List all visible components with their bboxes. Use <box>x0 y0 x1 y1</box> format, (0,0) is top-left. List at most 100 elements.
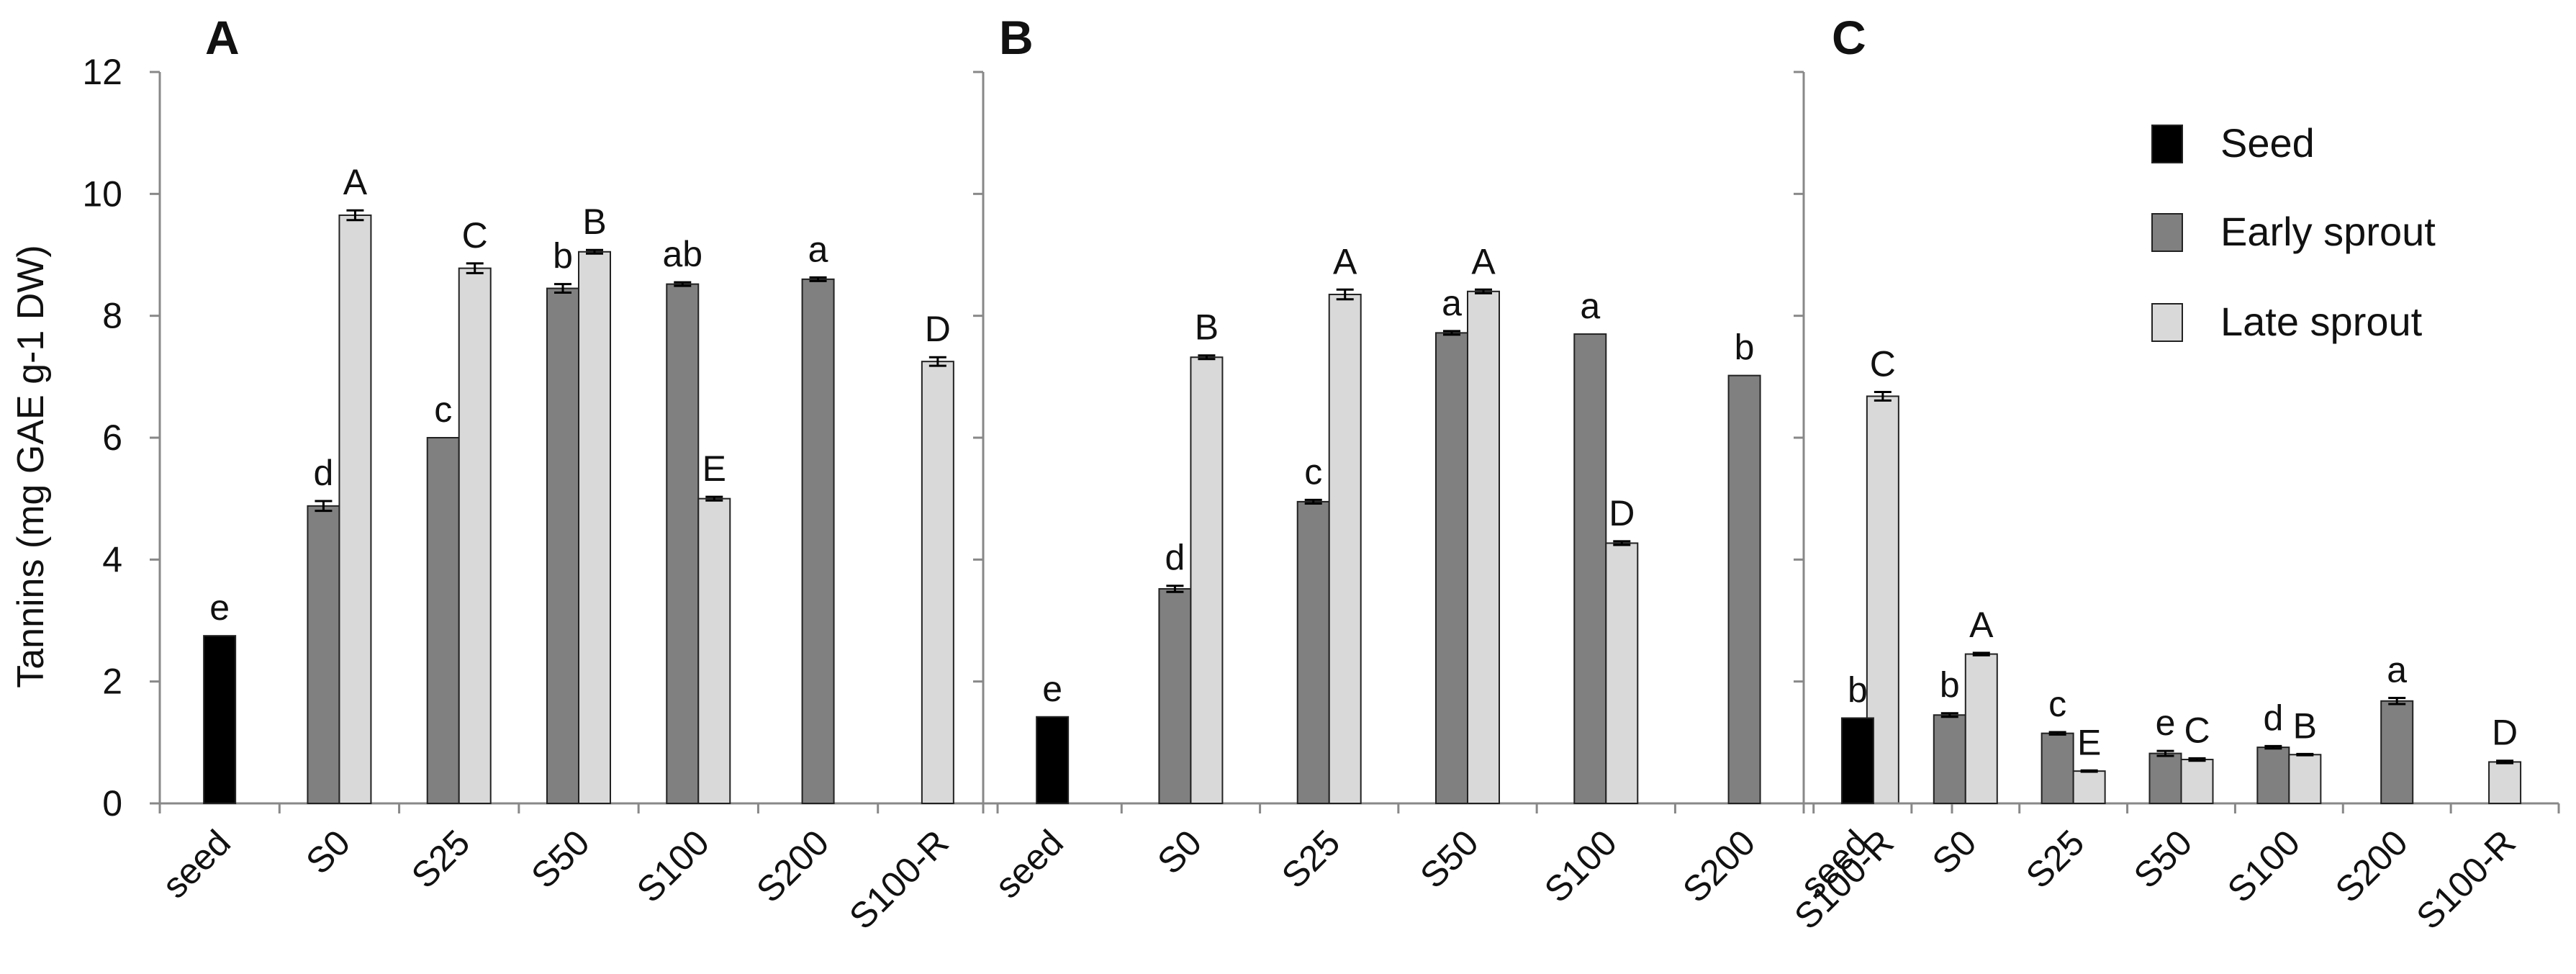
x-tick-label: S25 <box>1274 822 1348 896</box>
y-tick-label: 10 <box>82 173 122 214</box>
x-tick-label: S50 <box>1412 822 1486 896</box>
bar-early-sprout <box>426 437 460 804</box>
x-tick-label: S200 <box>749 822 836 910</box>
bar-late-sprout <box>1467 290 1500 804</box>
bar-late-sprout <box>578 251 611 804</box>
y-tick-label: 4 <box>102 539 122 580</box>
bar-late-sprout <box>697 497 731 805</box>
significance-letter: d <box>314 453 334 493</box>
bar-early-sprout <box>2256 747 2290 805</box>
y-axis-label: Tannins (mg GAE g-1 DW) <box>10 245 52 688</box>
significance-letter: a <box>1580 286 1600 326</box>
significance-letter: a <box>808 229 828 269</box>
bar-late-sprout <box>1605 542 1639 804</box>
significance-letter: b <box>1735 328 1755 368</box>
bar-early-sprout <box>546 287 579 805</box>
legend: Seed Early sprout Late sprout <box>2151 120 2436 344</box>
significance-letter: C <box>1870 344 1896 384</box>
x-tick-label: S25 <box>404 822 478 896</box>
legend-label: Late sprout <box>2220 299 2423 344</box>
x-tick-label: S50 <box>523 822 597 896</box>
x-tick-label: S100 <box>1537 822 1624 910</box>
x-tick-label: S100-R <box>841 822 956 937</box>
significance-letter: e <box>209 587 230 628</box>
significance-letter: B <box>582 202 606 242</box>
significance-letter: A <box>1969 605 1994 645</box>
bar-late-sprout <box>921 361 954 804</box>
significance-letter: c <box>1304 451 1322 492</box>
legend-swatch <box>2151 303 2183 342</box>
significance-letter: E <box>2077 722 2101 762</box>
bar-late-sprout <box>1328 294 1362 804</box>
significance-letter: C <box>2184 710 2210 750</box>
significance-letter: e <box>1042 669 1062 709</box>
bar-seed <box>1036 716 1070 804</box>
y-tick-label: 2 <box>102 662 122 702</box>
panel-letter: B <box>999 11 1034 64</box>
bar-early-sprout <box>2380 700 2414 805</box>
significance-letter: d <box>1165 538 1185 578</box>
x-tick-label: S0 <box>1925 822 1984 882</box>
significance-letter: A <box>1471 241 1496 281</box>
x-tick-label: S100 <box>629 822 717 910</box>
significance-letter: c <box>434 389 452 430</box>
bar-early-sprout <box>307 505 340 804</box>
x-tick-label: seed <box>155 822 238 906</box>
bar-late-sprout <box>2488 761 2522 804</box>
significance-letter: a <box>1442 283 1462 323</box>
significance-letter: c <box>2048 684 2066 724</box>
y-tick-label: 8 <box>102 296 122 336</box>
x-tick-label: S0 <box>1149 822 1209 882</box>
bar-late-sprout <box>1190 356 1224 804</box>
bar-early-sprout <box>1435 332 1468 804</box>
panel-letter: C <box>1832 11 1866 64</box>
significance-letter: C <box>462 215 488 256</box>
significance-letter: D <box>925 309 951 349</box>
bar-early-sprout <box>1573 333 1607 805</box>
significance-letter: A <box>343 162 368 202</box>
significance-letter: D <box>2492 713 2518 753</box>
bar-late-sprout <box>458 267 492 805</box>
x-tick-label: seed <box>988 822 1071 906</box>
bar-early-sprout <box>2148 752 2182 805</box>
bar-late-sprout <box>338 214 372 804</box>
bar-seed <box>1840 717 1874 805</box>
x-tick-label: S100 <box>2220 822 2308 910</box>
x-tick-label: S100-R <box>2408 822 2523 937</box>
bar-late-sprout <box>1964 653 1998 804</box>
significance-letter: B <box>2293 705 2317 746</box>
significance-letter: b <box>1848 669 1868 710</box>
significance-letter: E <box>702 448 726 489</box>
significance-letter: d <box>2263 698 2283 738</box>
y-tick-label: 0 <box>102 783 122 824</box>
bar-seed <box>203 635 237 805</box>
x-tick-label: S25 <box>2018 822 2092 896</box>
y-tick-label: 6 <box>102 418 122 458</box>
x-tick-label: S200 <box>2328 822 2415 910</box>
bar-early-sprout <box>801 278 835 805</box>
legend-swatch <box>2151 125 2183 163</box>
legend-label: Seed <box>2220 120 2315 166</box>
significance-letter: b <box>1940 665 1960 705</box>
significance-letter: B <box>1195 307 1219 348</box>
legend-label: Early sprout <box>2220 209 2436 254</box>
panel-letter: A <box>205 11 240 64</box>
bar-early-sprout <box>1933 714 1966 805</box>
legend-swatch <box>2151 213 2183 252</box>
bar-early-sprout <box>666 283 700 804</box>
bar-early-sprout <box>1296 500 1330 805</box>
x-tick-label: S0 <box>298 822 358 882</box>
bar-late-sprout <box>2180 759 2214 805</box>
significance-letter: ab <box>662 234 702 274</box>
significance-letter: A <box>1333 241 1357 281</box>
bar-early-sprout <box>1158 587 1192 804</box>
y-tick-label: 12 <box>82 52 122 92</box>
bar-late-sprout <box>2072 770 2106 805</box>
bar-early-sprout <box>2041 732 2074 805</box>
significance-letter: e <box>2156 703 2176 743</box>
significance-letter: b <box>553 236 573 276</box>
chart-panels: A 0 2 4 6 8 10 12 Tannins (mg GAE g-1 DW) seed S0 S… <box>10 11 2560 937</box>
x-tick-label: S50 <box>2126 822 2200 896</box>
